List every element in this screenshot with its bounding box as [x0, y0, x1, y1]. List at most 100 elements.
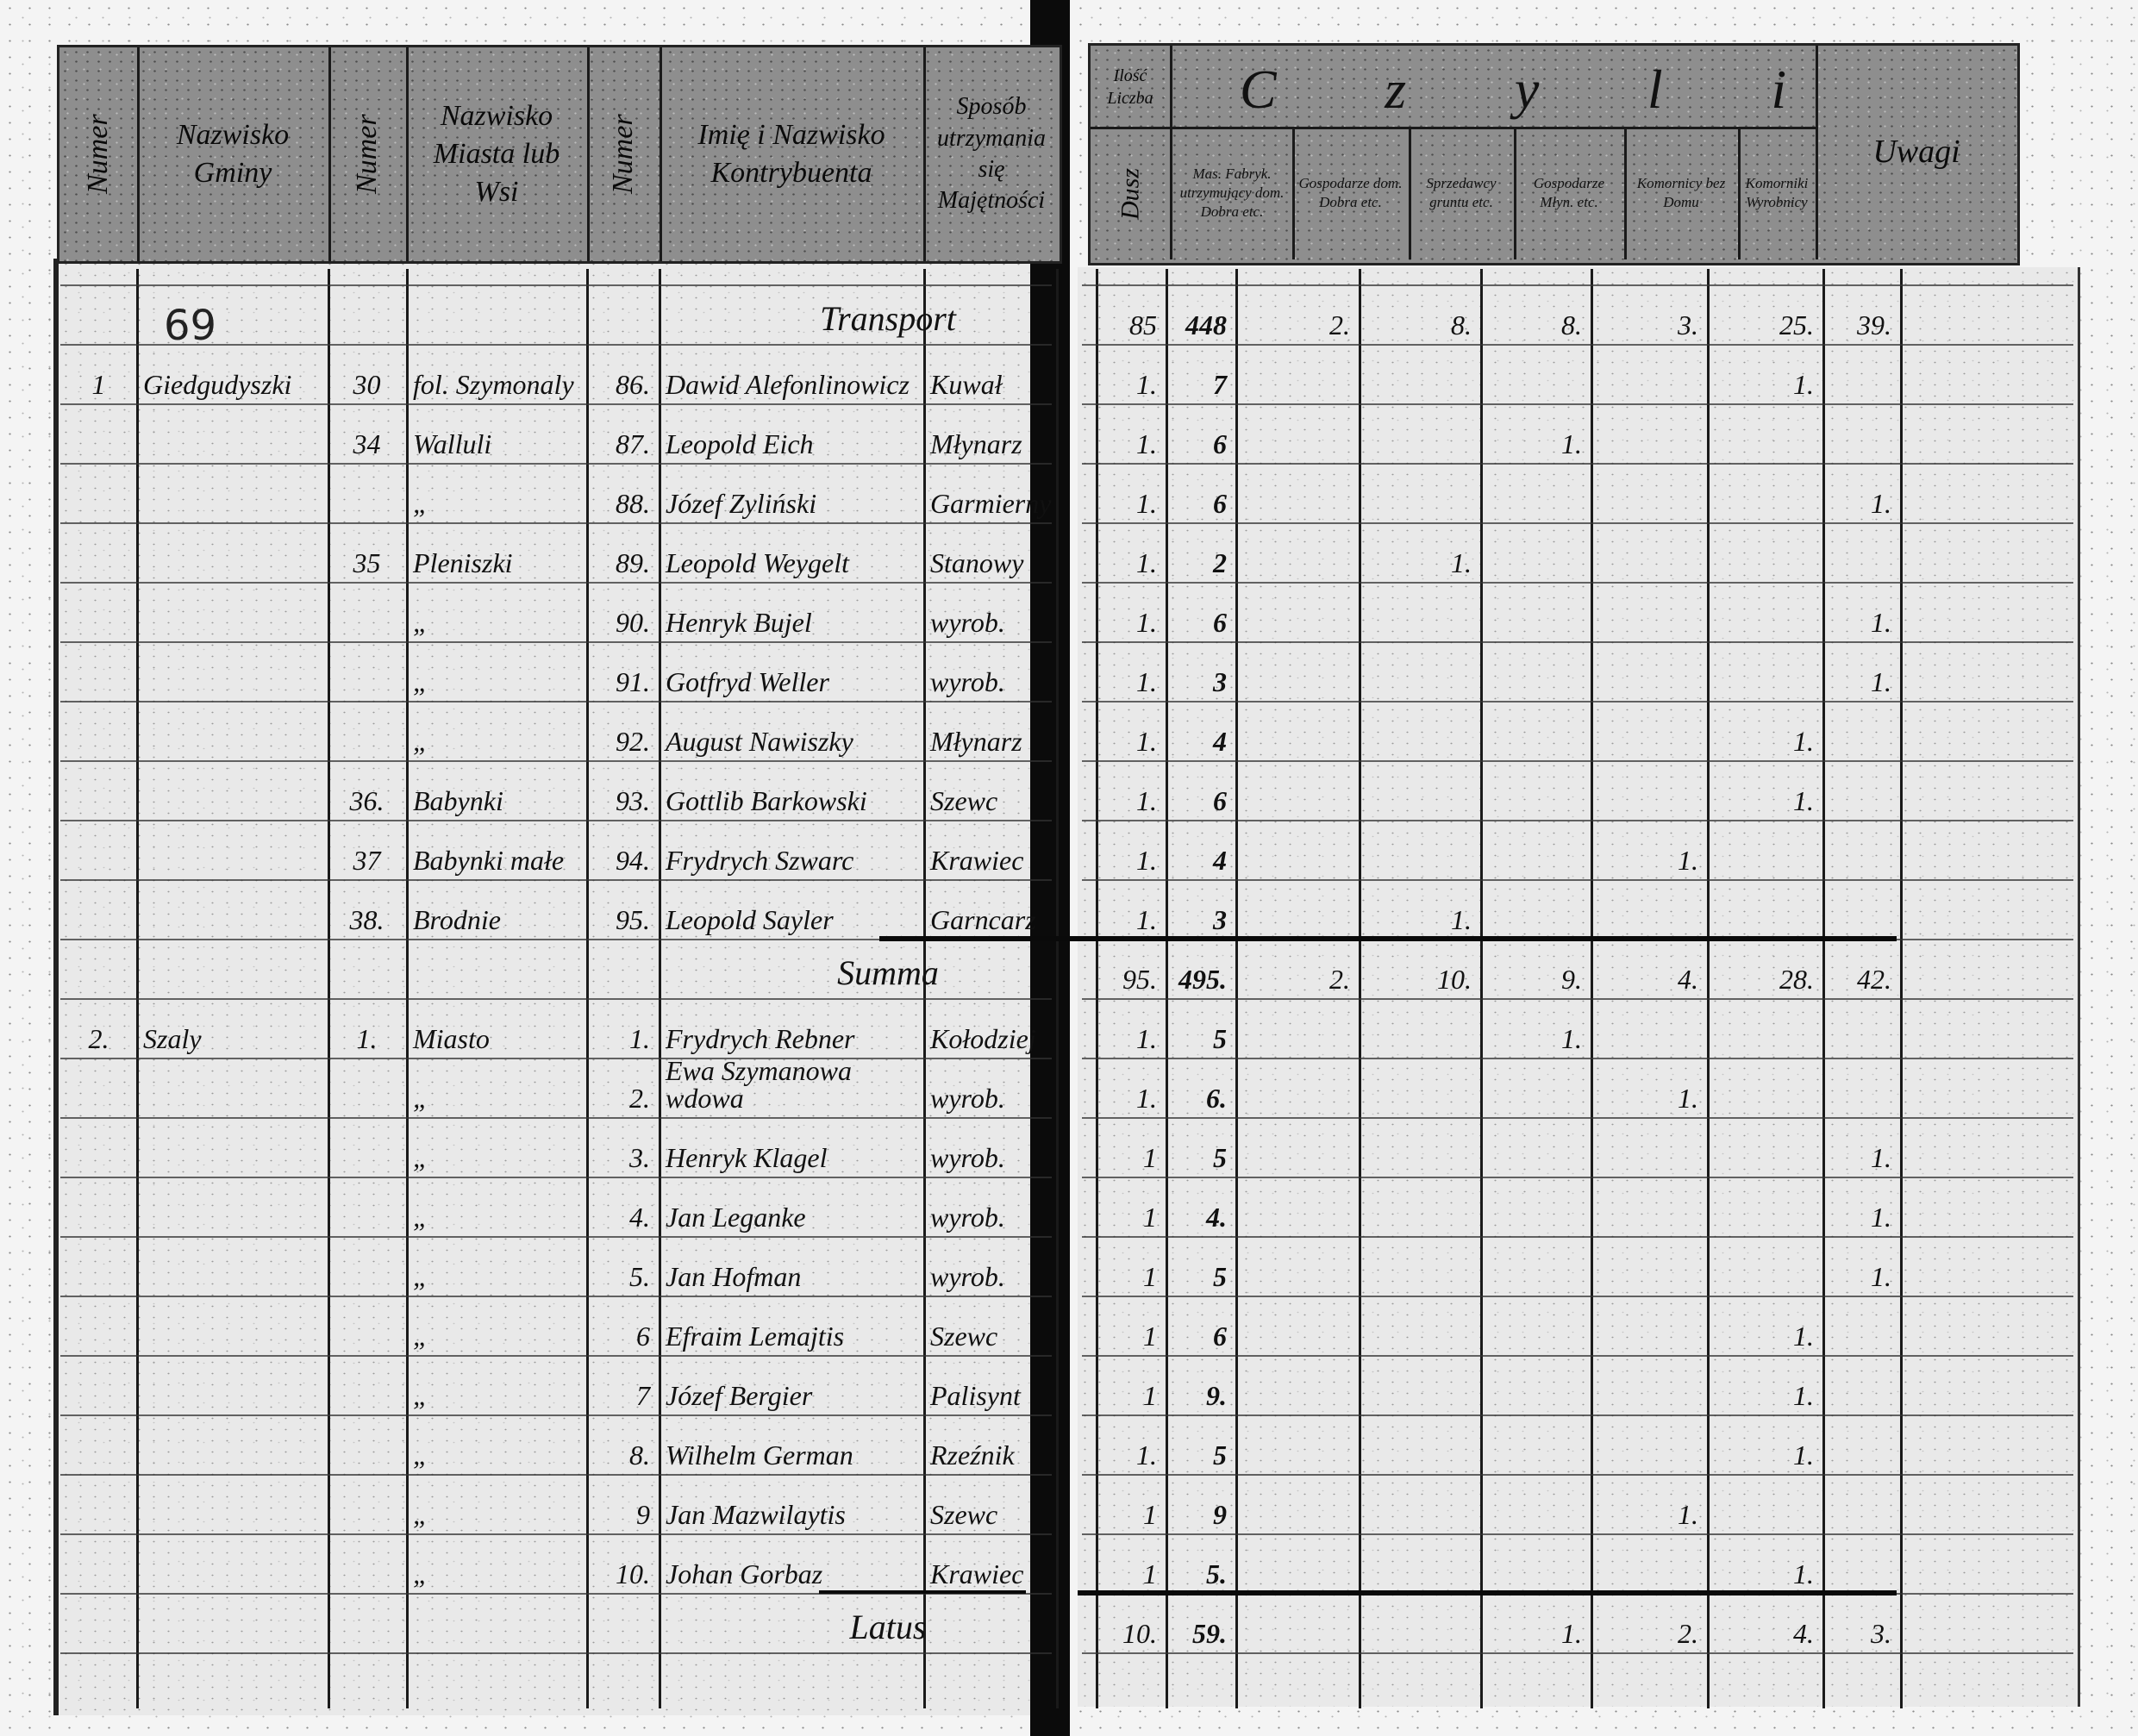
cell-village: „ — [413, 1321, 428, 1352]
table-row: „ 9 Jan Mazwilaytis Szewc 1 9 1. — [0, 1474, 2138, 1533]
row-rule — [60, 1355, 1052, 1357]
cell-category-4 — [1591, 701, 1707, 760]
cell-occupation: Stanowy — [930, 547, 1024, 578]
column-rule — [1591, 269, 1593, 1708]
total-rule — [819, 1590, 1026, 1594]
cell-category-5 — [1707, 1117, 1822, 1177]
header-divider — [660, 47, 662, 261]
cell-category-2 — [1359, 582, 1480, 641]
cell-gmina: Giedgudyszki — [143, 369, 292, 400]
table-row: 38. Brodnie 95. Leopold Sayler Garncarz 1. 3 1. — [0, 879, 2138, 939]
total-rule — [1078, 1590, 1897, 1595]
table-row: „ 5. Jan Hofman wyrob. 1 5 1. — [0, 1236, 2138, 1296]
row-rule — [1082, 1296, 2073, 1297]
cell-category-6: 1. — [1871, 607, 1891, 638]
cell-no: 4. — [629, 1202, 650, 1233]
cell-houses: 1. — [1136, 666, 1157, 697]
row-rule — [60, 939, 1052, 940]
cell-category-3 — [1480, 1117, 1591, 1177]
cell-no: 7 — [636, 1380, 650, 1411]
column-rule — [1900, 269, 1903, 1708]
table-row: „ 92. August Nawiszky Młynarz 1. 4 1. — [0, 701, 2138, 760]
cell-category-4 — [1591, 1533, 1707, 1593]
right-header: Ilość Liczba Dusz C z y l i Mas. Fabryk.… — [1088, 43, 2020, 265]
total-row: Transport 85 448 2. 8. 8. 3. 25. 39. — [0, 284, 2138, 344]
cell-category-3 — [1480, 701, 1591, 760]
cell-category-3 — [1480, 1414, 1591, 1474]
header-divider — [923, 47, 926, 261]
header-houses: Ilość Liczba — [1107, 66, 1153, 108]
cell-houses: 1 — [1143, 1558, 1157, 1589]
total-label: Summa — [837, 953, 939, 992]
cell-category-5 — [1707, 1058, 1822, 1117]
row-rule — [1082, 582, 2073, 584]
cell-category-6 — [1822, 998, 1900, 1058]
cell-category-5 — [1707, 998, 1822, 1058]
cell-village-no: 37 — [353, 845, 381, 876]
table-row: 36. Babynki 93. Gottlib Barkowski Szewc 1. 6 1. — [0, 760, 2138, 820]
cell-occupation: Młynarz — [930, 726, 1022, 757]
cell-category-3 — [1480, 582, 1591, 641]
cell-category-5 — [1707, 463, 1822, 522]
cell-village: „ — [413, 1380, 428, 1411]
cell-name: Józef Bergier — [666, 1380, 813, 1411]
cell-souls: 5 — [1213, 1261, 1227, 1292]
cell-village: „ — [413, 1142, 428, 1173]
cell-category-2 — [1359, 463, 1480, 522]
title-letter: z — [1385, 59, 1407, 120]
table-row: „ 7 Józef Bergier Palisynt 1 9. 1. — [0, 1355, 2138, 1414]
cell-category-3: 1. — [1561, 428, 1582, 459]
cell-category-2 — [1359, 1355, 1480, 1414]
cell-category-6 — [1822, 1533, 1900, 1593]
cell-category-6: 1. — [1871, 1142, 1891, 1173]
cell-category-5 — [1707, 820, 1822, 879]
cell-category-1 — [1235, 1414, 1359, 1474]
cell-category-1 — [1235, 463, 1359, 522]
cell-no: 8. — [629, 1439, 650, 1471]
cell-category-4 — [1591, 463, 1707, 522]
cell-name: Jan Leganke — [666, 1202, 806, 1233]
cell-village: „ — [413, 1083, 428, 1114]
left-header: Numer Nazwisko Gminy Numer Nazwisko Mias… — [57, 45, 1062, 264]
cell-occupation: Garmierny — [930, 488, 1052, 519]
header-village-number: Numer — [350, 114, 383, 195]
row-rule — [60, 1117, 1052, 1119]
cell-occupation: Krawiec — [930, 1558, 1024, 1589]
cell-name: Johan Gorbaz — [666, 1558, 823, 1589]
cell-houses: 1 — [1143, 1321, 1157, 1352]
header-divider — [1738, 128, 1741, 259]
cell-category-2 — [1359, 403, 1480, 463]
row-rule — [60, 284, 1052, 286]
cell-category-4 — [1591, 403, 1707, 463]
cell-category-5: 1. — [1793, 369, 1814, 400]
cell-category-4 — [1591, 1236, 1707, 1296]
row-rule — [60, 1236, 1052, 1238]
cell-souls: 4 — [1213, 845, 1227, 876]
table-row: „ 3. Henryk Klagel wyrob. 1 5 1. — [0, 1117, 2138, 1177]
cell-category-4 — [1591, 344, 1707, 403]
cell-village: „ — [413, 1439, 428, 1471]
cell-occupation: wyrob. — [930, 1202, 1005, 1233]
cell-category-2: 10. — [1437, 964, 1472, 995]
table-row: „ 10. Johan Gorbaz Krawiec 1 5. 1. — [0, 1533, 2138, 1593]
column-rule — [406, 269, 409, 1708]
column-rule — [328, 269, 330, 1708]
cell-category-3 — [1480, 463, 1591, 522]
cell-occupation: Szewc — [930, 1499, 998, 1530]
cell-no: 2. — [629, 1083, 650, 1114]
row-rule — [60, 1533, 1052, 1535]
column-rule — [1480, 269, 1483, 1708]
cell-category-5 — [1707, 879, 1822, 939]
header-divider — [1514, 128, 1516, 259]
header-divider — [1409, 128, 1411, 259]
cell-category-1 — [1235, 1593, 1359, 1652]
cell-category-3 — [1480, 820, 1591, 879]
table-row: 35 Pleniszki 89. Leopold Weygelt Stanowy 1. 2 1… — [0, 522, 2138, 582]
cell-category-2 — [1359, 1296, 1480, 1355]
row-rule — [60, 1296, 1052, 1297]
cell-category-2: 1. — [1451, 904, 1472, 935]
total-row: Summa 95. 495. 2. 10. 9. 4. 28. 42. — [0, 939, 2138, 998]
cell-name: Leopold Eich — [666, 428, 814, 459]
cell-no: 5. — [629, 1261, 650, 1292]
row-rule — [1082, 1058, 2073, 1059]
